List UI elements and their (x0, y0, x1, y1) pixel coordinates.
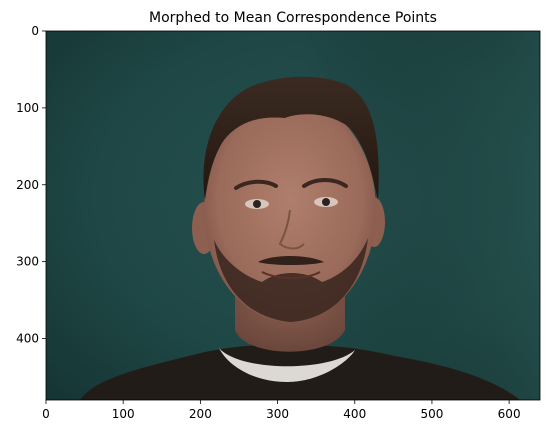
left-eyebrow (234, 179, 278, 190)
axes-frame (45, 30, 541, 401)
hair (203, 76, 379, 200)
x-tick-label: 0 (42, 407, 50, 421)
right-eyebrow (302, 178, 348, 188)
x-tick-label: 100 (112, 407, 135, 421)
left-iris (253, 200, 261, 208)
x-tick-label: 400 (343, 407, 366, 421)
beard (214, 238, 368, 322)
undershirt-collar (219, 348, 355, 382)
y-tick-label: 100 (16, 101, 39, 115)
y-tick-label: 400 (16, 332, 39, 346)
x-tick-label: 600 (498, 407, 521, 421)
x-axis: 0 100 200 300 400 500 600 (42, 400, 521, 421)
chart-title: Morphed to Mean Correspondence Points (149, 10, 437, 26)
y-axis: 0 100 200 300 400 (16, 24, 46, 346)
x-tick-label: 200 (189, 407, 212, 421)
mustache (258, 256, 324, 265)
y-tick-label: 200 (16, 178, 39, 192)
right-iris (322, 198, 330, 206)
y-tick-label: 300 (16, 255, 39, 269)
y-tick-label: 0 (31, 24, 39, 38)
x-tick-label: 500 (420, 407, 443, 421)
x-tick-label: 300 (266, 407, 289, 421)
face-photo (46, 31, 540, 400)
mouth (261, 271, 321, 279)
nose (278, 209, 305, 250)
